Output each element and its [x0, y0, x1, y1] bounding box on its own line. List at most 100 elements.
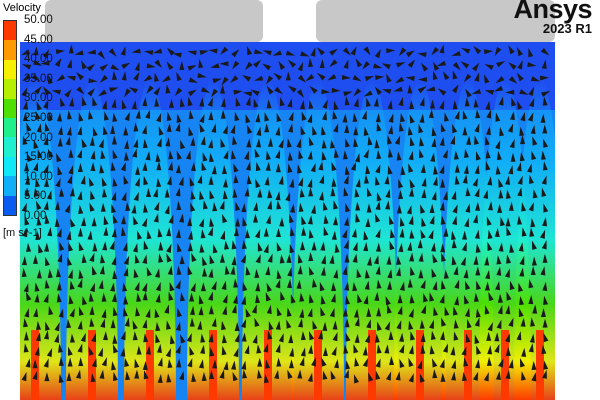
velocity-vector-arrow	[26, 152, 33, 162]
velocity-vector-arrow	[208, 333, 214, 343]
velocity-vector-arrow	[197, 72, 207, 78]
velocity-vector-arrow	[222, 213, 228, 224]
velocity-vector-arrow	[187, 358, 193, 368]
velocity-vector-arrow	[389, 356, 395, 366]
velocity-vector-arrow	[208, 152, 214, 163]
velocity-vector-arrow	[539, 229, 546, 239]
velocity-vector-arrow	[353, 137, 359, 148]
velocity-vector-arrow	[510, 152, 516, 162]
velocity-vector-arrow	[89, 202, 95, 212]
velocity-vector-arrow	[322, 321, 328, 331]
velocity-vector-arrow	[541, 175, 547, 185]
velocity-vector-arrow	[111, 228, 117, 238]
velocity-vector-arrow	[223, 360, 229, 371]
velocity-vector-arrow	[123, 126, 129, 136]
velocity-vector-arrow	[123, 267, 129, 277]
velocity-vector-arrow	[330, 139, 335, 149]
velocity-vector-arrow	[145, 109, 151, 119]
velocity-vector-arrow	[398, 178, 404, 189]
velocity-vector-arrow	[124, 357, 130, 367]
velocity-vector-arrow	[21, 87, 28, 97]
velocity-vector-arrow	[211, 165, 217, 175]
velocity-vector-arrow	[230, 150, 236, 160]
velocity-vector-arrow	[486, 216, 492, 226]
velocity-vector-arrow	[33, 139, 39, 149]
velocity-vector-arrow	[255, 113, 261, 123]
velocity-vector-arrow	[56, 268, 62, 278]
velocity-vector-arrow	[23, 343, 29, 353]
velocity-vector-arrow	[219, 253, 225, 263]
velocity-vector-arrow	[81, 138, 88, 148]
velocity-vector-arrow	[400, 165, 406, 176]
velocity-vector-arrow	[299, 292, 305, 302]
velocity-vector-arrow	[208, 139, 214, 149]
velocity-vector-arrow	[180, 292, 186, 302]
velocity-vector-arrow	[308, 266, 315, 276]
velocity-vector-arrow	[439, 100, 445, 110]
velocity-vector-arrow	[142, 319, 148, 329]
velocity-vector-arrow	[399, 281, 405, 291]
velocity-vector-arrow	[266, 75, 274, 85]
velocity-vector-arrow	[287, 98, 293, 108]
velocity-vector-arrow	[298, 149, 304, 160]
velocity-vector-arrow	[521, 227, 527, 237]
velocity-vector-arrow	[495, 280, 501, 291]
velocity-vector-arrow	[66, 318, 72, 329]
velocity-vector-arrow	[121, 62, 131, 70]
velocity-vector-arrow	[100, 254, 106, 264]
velocity-vector-arrow	[408, 215, 414, 225]
velocity-vector-arrow	[364, 75, 375, 82]
velocity-vector-arrow	[464, 307, 470, 318]
velocity-vector-arrow	[297, 177, 304, 187]
velocity-vector-arrow	[363, 149, 369, 159]
velocity-vector-arrow	[253, 75, 264, 81]
velocity-vector-arrow	[265, 150, 271, 160]
velocity-vector-arrow	[58, 125, 63, 136]
velocity-vector-arrow	[476, 280, 482, 290]
velocity-vector-arrow	[67, 346, 73, 356]
velocity-vector-arrow	[279, 254, 285, 264]
legend-band	[4, 118, 16, 138]
velocity-vector-arrow	[387, 99, 393, 110]
velocity-vector-arrow	[244, 150, 249, 161]
velocity-vector-arrow	[507, 123, 514, 133]
velocity-vector-arrow	[299, 100, 305, 110]
velocity-vector-arrow	[381, 63, 391, 70]
velocity-vector-arrow	[505, 189, 511, 199]
velocity-vector-arrow	[190, 190, 196, 200]
velocity-vector-arrow	[452, 215, 458, 226]
velocity-vector-arrow	[198, 306, 204, 316]
velocity-vector-arrow	[516, 72, 524, 82]
velocity-vector-arrow	[543, 203, 549, 213]
velocity-vector-arrow	[146, 229, 152, 240]
velocity-vector-arrow	[254, 268, 260, 279]
velocity-vector-arrow	[211, 123, 217, 133]
velocity-vector-arrow	[363, 126, 369, 136]
velocity-vector-arrow	[407, 241, 413, 251]
velocity-vector-arrow	[464, 148, 470, 158]
velocity-vector-arrow	[146, 345, 152, 355]
velocity-vector-arrow	[222, 305, 228, 316]
velocity-vector-arrow	[43, 358, 49, 368]
velocity-vector-arrow	[297, 369, 303, 379]
velocity-vector-arrow	[308, 99, 314, 110]
velocity-vector-arrow	[485, 100, 491, 111]
velocity-vector-arrow	[134, 177, 140, 187]
velocity-vector-arrow	[308, 331, 315, 341]
velocity-vector-arrow	[255, 282, 261, 292]
velocity-vector-arrow	[245, 229, 251, 239]
velocity-vector-arrow	[33, 59, 43, 66]
velocity-vector-arrow	[331, 177, 337, 187]
velocity-vector-arrow	[125, 201, 131, 212]
velocity-vector-arrow	[209, 370, 215, 380]
velocity-vector-arrow	[329, 48, 339, 56]
velocity-vector-arrow	[345, 202, 351, 213]
velocity-vector-arrow	[66, 76, 76, 81]
velocity-vector-arrow	[486, 109, 492, 119]
velocity-vector-arrow	[187, 217, 193, 227]
velocity-vector-arrow	[78, 241, 84, 252]
velocity-vector-arrow	[327, 73, 337, 81]
velocity-vector-arrow	[209, 254, 215, 265]
legend-tick-label: 0.00	[24, 210, 47, 222]
velocity-vector-arrow	[176, 265, 182, 275]
